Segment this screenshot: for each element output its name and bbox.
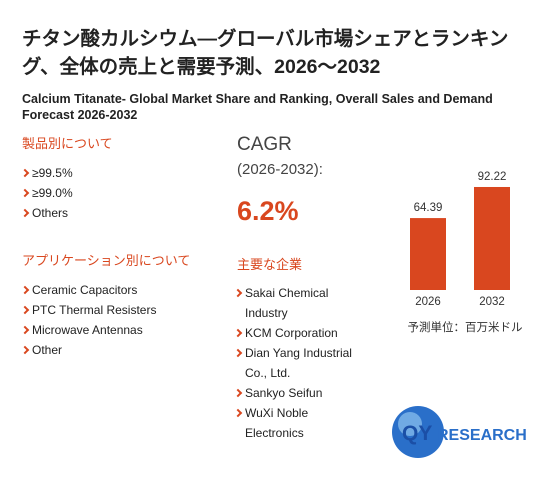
list-item: Dian Yang Industrial Co., Ltd. [235, 343, 363, 383]
list-item: Others [22, 203, 73, 223]
list-item: WuXi Noble Electronics [235, 403, 363, 443]
logo-suffix: RESEARCH [437, 427, 527, 444]
x-tick-label: 2026 [415, 296, 441, 308]
list-item: Microwave Antennas [22, 320, 156, 340]
list-item: Sankyo Seifun [235, 383, 363, 403]
title: チタン酸カルシウム—グローバル市場シェアとランキング、全体の売上と需要予測、20… [22, 28, 509, 78]
list-item: Sakai Chemical Industry [235, 283, 363, 323]
section-heading: 製品別について [22, 136, 113, 151]
list-item: ≥99.0% [22, 183, 73, 203]
list-item: Other [22, 340, 156, 360]
section-heading: 主要な企業 [237, 257, 303, 272]
company-list: Sakai Chemical Industry KCM Corporation Di… [235, 283, 363, 443]
list-item: Ceramic Capacitors [22, 280, 156, 300]
logo-globe [398, 412, 422, 436]
section-heading: アプリケーション別について [22, 253, 191, 268]
product-list: ≥99.5% ≥99.0% Others [22, 163, 73, 223]
value-label: 64.39 [414, 202, 443, 214]
value-label: 92.22 [478, 171, 507, 183]
cagr-value: 6.2% [237, 196, 299, 226]
x-tick-label: 2032 [479, 296, 505, 308]
unit-note: 予測単位：百万米ドル [408, 320, 523, 334]
logo: QY RESEARCH [392, 406, 527, 458]
cagr-period: (2026-2032): [237, 161, 323, 178]
cagr-label: CAGR [237, 134, 292, 155]
list-item: ≥99.5% [22, 163, 73, 183]
bar [474, 186, 510, 290]
bar [410, 218, 446, 290]
logo-prefix: QY [402, 422, 432, 445]
subtitle: Calcium Titanate- Global Market Share an… [22, 92, 493, 122]
list-item: KCM Corporation [235, 323, 363, 343]
application-list: Ceramic Capacitors PTC Thermal Resisters M… [22, 280, 156, 360]
list-item: PTC Thermal Resisters [22, 300, 156, 320]
